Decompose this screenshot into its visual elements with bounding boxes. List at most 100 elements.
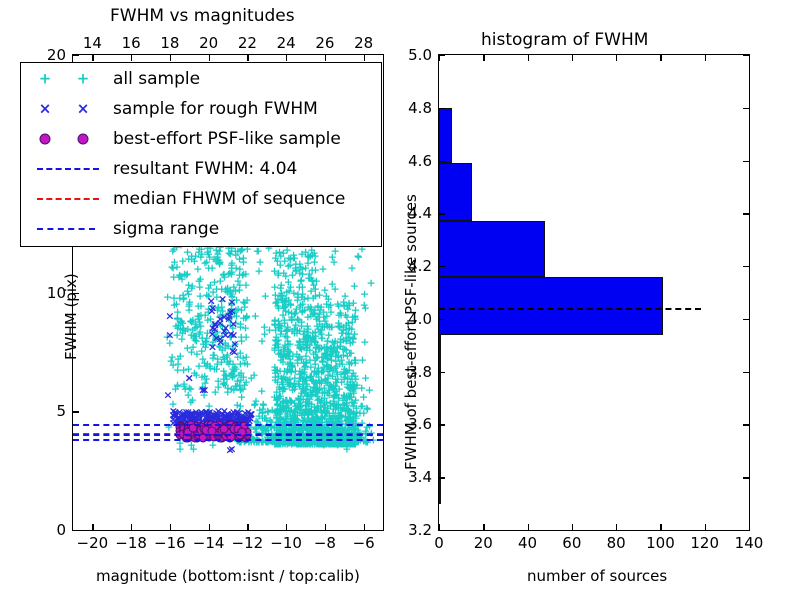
all-sample-point: + (281, 398, 292, 412)
hist-x-tick-top (571, 55, 574, 61)
all-sample-point: + (228, 357, 238, 371)
all-sample-point: + (311, 341, 321, 355)
all-sample-point: + (311, 345, 321, 359)
all-sample-point: + (299, 436, 309, 450)
all-sample-point: + (303, 300, 313, 314)
all-sample-point: + (290, 405, 301, 419)
all-sample-point: + (234, 409, 244, 423)
hist-x-tick-label: 0 (434, 534, 444, 552)
all-sample-point: + (280, 437, 290, 451)
all-sample-point: + (177, 272, 187, 286)
all-sample-point: + (285, 258, 295, 272)
all-sample-point: + (357, 399, 367, 413)
all-sample-point: + (339, 299, 349, 313)
all-sample-point: + (307, 273, 317, 287)
hist-x-tick-top (527, 55, 529, 61)
all-sample-point: + (169, 242, 179, 256)
all-sample-point: + (310, 437, 320, 451)
all-sample-point: + (213, 374, 223, 388)
legend-item[interactable]: × × sample for rough FWHM (29, 94, 318, 124)
all-sample-point: + (300, 395, 311, 409)
all-sample-point: + (253, 417, 263, 431)
all-sample-point: + (304, 424, 314, 438)
all-sample-point: + (311, 409, 321, 423)
all-sample-point: + (287, 358, 297, 372)
all-sample-point: + (330, 431, 340, 445)
all-sample-point: + (204, 399, 214, 413)
all-sample-point: + (172, 378, 183, 392)
all-sample-point: + (342, 437, 352, 451)
all-sample-point: + (272, 337, 283, 351)
all-sample-point: + (359, 298, 369, 312)
all-sample-point: + (288, 251, 298, 265)
all-sample-point: + (189, 366, 200, 380)
legend-marker (29, 154, 113, 184)
all-sample-point: + (184, 297, 194, 311)
all-sample-point: + (344, 435, 354, 449)
all-sample-point: + (320, 406, 330, 420)
all-sample-point: + (225, 354, 235, 368)
legend-item[interactable]: best-effort PSF-like sample (29, 124, 341, 154)
all-sample-point: + (210, 332, 221, 346)
all-sample-point: + (252, 435, 262, 449)
legend-item[interactable]: + + all sample (29, 64, 200, 94)
all-sample-point: + (306, 300, 316, 314)
all-sample-point: + (239, 378, 250, 392)
all-sample-point: + (279, 313, 290, 327)
all-sample-point: + (362, 420, 372, 434)
all-sample-point: + (203, 305, 213, 319)
all-sample-point: + (285, 297, 295, 311)
hist-y-tick (439, 371, 445, 373)
all-sample-point: + (330, 336, 340, 350)
all-sample-point: + (316, 411, 326, 425)
circle-icon (39, 133, 51, 145)
all-sample-point: + (186, 252, 197, 266)
all-sample-point: + (197, 247, 207, 261)
all-sample-point: + (305, 426, 316, 440)
all-sample-point: + (303, 406, 314, 420)
all-sample-point: + (311, 384, 322, 398)
all-sample-point: + (318, 435, 328, 449)
all-sample-point: + (238, 311, 249, 325)
rough-sample-point: × (165, 328, 175, 342)
all-sample-point: + (323, 436, 333, 450)
all-sample-point: + (332, 420, 342, 434)
all-sample-point: + (306, 437, 316, 451)
all-sample-point: + (332, 375, 342, 389)
all-sample-point: + (295, 298, 306, 312)
all-sample-point: + (242, 309, 252, 323)
all-sample-point: + (339, 434, 349, 448)
all-sample-point: + (353, 250, 364, 264)
all-sample-point: + (320, 420, 330, 434)
all-sample-point: + (227, 370, 238, 384)
all-sample-point: + (327, 437, 338, 451)
all-sample-point: + (316, 393, 326, 407)
all-sample-point: + (271, 246, 281, 260)
all-sample-point: + (310, 282, 320, 296)
all-sample-point: + (258, 405, 268, 419)
all-sample-point: + (190, 333, 200, 347)
all-sample-point: + (297, 405, 307, 419)
all-sample-point: + (331, 435, 341, 449)
all-sample-point: + (188, 442, 199, 456)
legend-item[interactable]: resultant FWHM: 4.04 (29, 154, 297, 184)
hist-y-tick (439, 477, 445, 479)
legend-item[interactable]: sigma range (29, 214, 219, 244)
all-sample-point: + (320, 283, 330, 297)
all-sample-point: + (277, 293, 287, 307)
scatter-plot-area[interactable]: + + + + + + + + + + + + + + + + + + + + + + + + + + + + + + + + + + + + + + + +… (73, 55, 383, 530)
all-sample-point: + (285, 356, 295, 370)
rough-sample-point: × (210, 318, 220, 332)
all-sample-point: + (285, 372, 295, 386)
all-sample-point: + (299, 332, 309, 346)
all-sample-point: + (341, 318, 351, 332)
all-sample-point: + (319, 310, 329, 324)
hist-y-tick-right (743, 371, 749, 373)
hist-plot-area[interactable] (439, 55, 749, 530)
all-sample-point: + (311, 405, 321, 419)
all-sample-point: + (226, 287, 236, 301)
legend-item[interactable]: median FHWM of sequence (29, 184, 345, 214)
all-sample-point: + (270, 341, 280, 355)
all-sample-point: + (301, 419, 312, 433)
all-sample-point: + (313, 310, 323, 324)
